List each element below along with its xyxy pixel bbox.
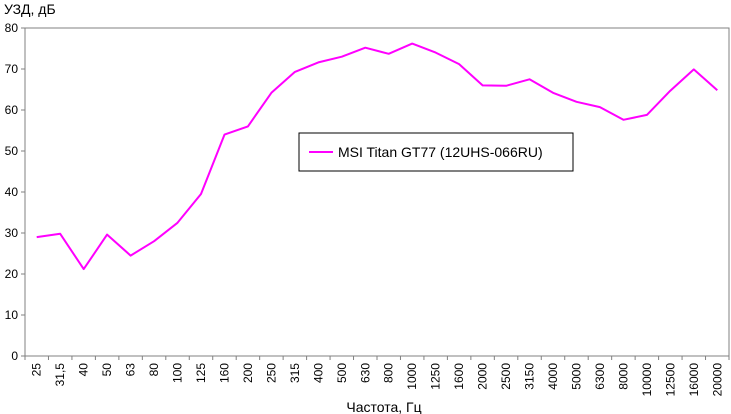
x-tick-label: 10000 bbox=[640, 363, 654, 397]
y-tick-label: 50 bbox=[5, 144, 19, 158]
x-tick-label: 200 bbox=[241, 363, 255, 383]
x-tick-label: 250 bbox=[264, 363, 278, 383]
x-tick-label: 125 bbox=[194, 363, 208, 383]
y-tick-label: 0 bbox=[11, 349, 18, 363]
x-tick-label: 6300 bbox=[593, 363, 607, 390]
x-tick-label: 8000 bbox=[616, 363, 630, 390]
y-tick-label: 80 bbox=[5, 21, 19, 35]
y-tick-label: 70 bbox=[5, 62, 19, 76]
x-tick-label: 25 bbox=[30, 363, 44, 377]
plot-area: 0 10 20 30 40 50 60 70 80 25 31,5 40 50 63 80 100 125 160… bbox=[5, 21, 730, 397]
x-tick-label: 31,5 bbox=[53, 363, 67, 387]
x-tick-label: 2000 bbox=[476, 363, 490, 390]
x-tick-label: 315 bbox=[288, 363, 302, 383]
x-tick-label: 400 bbox=[311, 363, 325, 383]
x-tick-label: 50 bbox=[100, 363, 114, 377]
x-tick-label: 3150 bbox=[523, 363, 537, 390]
y-tick-label: 10 bbox=[5, 308, 19, 322]
x-tick-label: 16000 bbox=[687, 363, 701, 397]
x-tick-label: 63 bbox=[124, 363, 138, 377]
x-tick-label: 630 bbox=[358, 363, 372, 383]
x-tick-label: 5000 bbox=[569, 363, 583, 390]
x-axis-label: Частота, Гц bbox=[346, 399, 421, 414]
x-tick-label: 100 bbox=[171, 363, 185, 383]
series-line bbox=[36, 42, 718, 271]
x-tick-label: 20000 bbox=[710, 363, 724, 397]
x-tick-label: 1600 bbox=[452, 363, 466, 390]
plot-frame bbox=[24, 27, 730, 357]
y-tick-label: 60 bbox=[5, 103, 19, 117]
x-tick-label: 12500 bbox=[663, 363, 677, 397]
x-tick-label: 80 bbox=[147, 363, 161, 377]
legend-entry: MSI Titan GT77 (12UHS-066RU) bbox=[338, 144, 543, 160]
y-tick-label: 40 bbox=[5, 185, 19, 199]
x-tick-label: 40 bbox=[77, 363, 91, 377]
x-tick-label: 1250 bbox=[429, 363, 443, 390]
y-tick-label: 20 bbox=[5, 267, 19, 281]
x-tick-label: 1000 bbox=[405, 363, 419, 390]
legend-box bbox=[298, 132, 574, 172]
x-tick-label: 160 bbox=[217, 363, 231, 383]
x-tick-label: 4000 bbox=[546, 363, 560, 390]
y-axis-label: УЗД, дБ bbox=[4, 1, 56, 17]
x-tick-label: 500 bbox=[335, 363, 349, 383]
y-tick-label: 30 bbox=[5, 226, 19, 240]
x-tick-label: 800 bbox=[382, 363, 396, 383]
x-tick-label: 2500 bbox=[499, 363, 513, 390]
